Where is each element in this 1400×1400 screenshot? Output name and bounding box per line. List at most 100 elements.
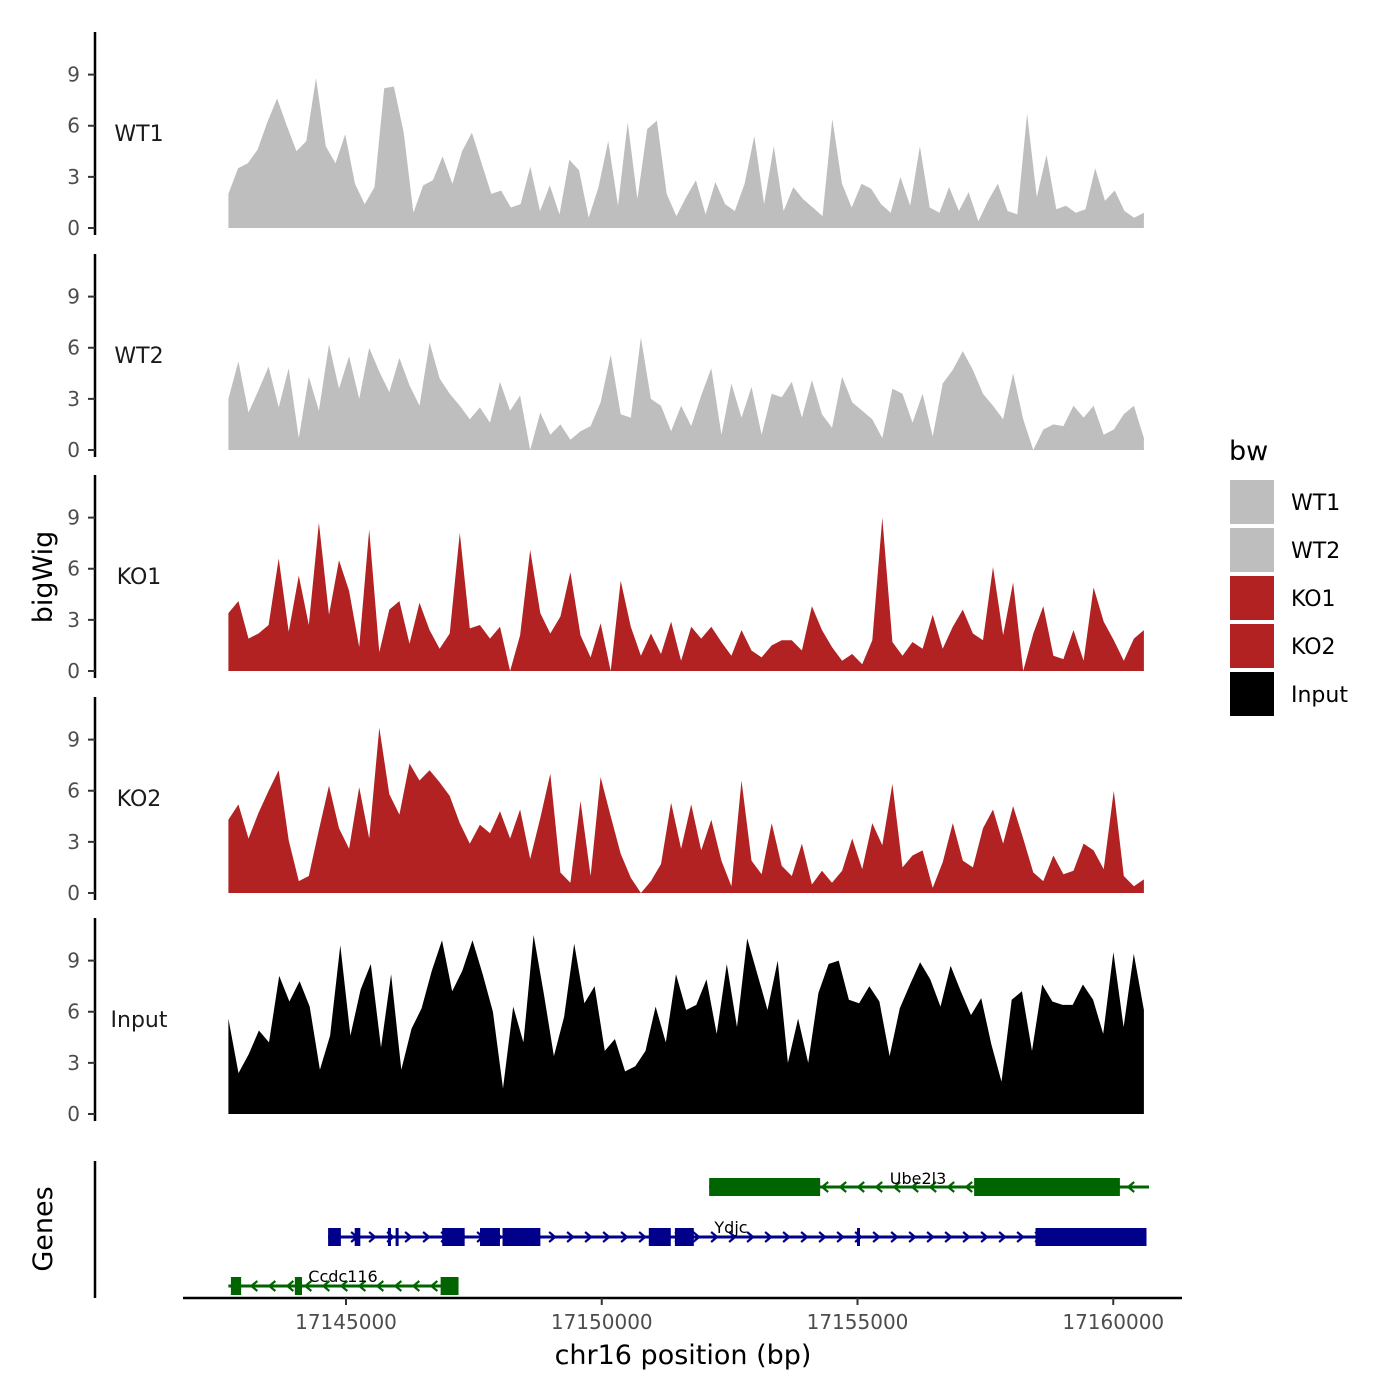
strand-chevron	[874, 1181, 883, 1193]
gene-exon	[395, 1228, 399, 1246]
strand-chevron	[998, 1231, 1007, 1243]
strand-chevron	[928, 1181, 937, 1193]
gene-exon	[648, 1228, 671, 1246]
strand-chevron	[944, 1231, 953, 1243]
x-axis: 17145000 17150000 17155000 17160000	[183, 1296, 1182, 1334]
legend-key-input	[1230, 672, 1274, 716]
strand-chevron	[1016, 1231, 1025, 1243]
strand-chevron	[890, 1231, 899, 1243]
y-tick-label: 0	[67, 216, 80, 240]
strand-chevron	[964, 1181, 973, 1193]
gene-label-ube2l3: Ube2l3	[890, 1169, 947, 1188]
legend-label-wt1: WT1	[1291, 491, 1340, 516]
strand-chevron	[1126, 1181, 1135, 1193]
strand-chevron	[638, 1231, 647, 1243]
legend-key-wt2	[1230, 528, 1274, 572]
strand-chevron	[249, 1280, 259, 1292]
gene-ube2l3: Ube2l3	[709, 1169, 1150, 1196]
y-tick-label: 6	[67, 114, 80, 138]
strand-chevron	[429, 1280, 439, 1292]
track-label-ko2: KO2	[117, 787, 162, 812]
strand-chevron	[962, 1231, 971, 1243]
legend: bw WT1 WT2 KO1 KO2 Input	[1229, 436, 1348, 716]
y-tick-label: 3	[67, 387, 80, 411]
strand-chevron	[710, 1231, 719, 1243]
x-tick-label: 17145000	[295, 1310, 397, 1334]
signal-area-ko1	[228, 517, 1144, 671]
gene-ccdc116: Ccdc116	[228, 1267, 459, 1295]
strand-chevron	[339, 1280, 349, 1292]
legend-label-input: Input	[1291, 683, 1348, 708]
gene-exon	[294, 1277, 303, 1295]
legend-key-ko1	[1230, 576, 1274, 620]
strand-chevron	[764, 1231, 773, 1243]
strand-chevron	[728, 1231, 737, 1243]
track-wt1: 0 3 6 9 WT1	[67, 32, 1144, 240]
gene-exon	[442, 1228, 465, 1246]
legend-label-ko1: KO1	[1291, 587, 1336, 612]
signal-area-ko2	[228, 727, 1144, 893]
y-tick-label: 9	[67, 728, 80, 752]
gene-exon	[440, 1277, 459, 1295]
gene-exon	[709, 1178, 821, 1196]
signal-area-wt1	[228, 78, 1144, 228]
strand-chevron	[946, 1181, 955, 1193]
y-tick-label: 6	[67, 336, 80, 360]
strand-chevron	[980, 1231, 989, 1243]
y-tick-label: 3	[67, 165, 80, 189]
gene-exon	[387, 1228, 392, 1246]
y-tick-label: 0	[67, 438, 80, 462]
strand-chevron	[321, 1280, 331, 1292]
y-tick-label: 3	[67, 830, 80, 854]
track-panels: 0 3 6 9 WT1 0 3 6 9 WT2 0 3 6 9 KO1 0 3 6 9 KO2 0 3 6 9 Input	[67, 32, 1144, 1126]
gene-label-ydjc: Ydjc	[713, 1218, 747, 1237]
strand-chevron	[836, 1231, 845, 1243]
gene-exon	[974, 1178, 1120, 1196]
strand-chevron	[566, 1231, 575, 1243]
x-tick-label: 17160000	[1062, 1310, 1164, 1334]
strand-chevron	[872, 1231, 881, 1243]
strand-chevron	[926, 1231, 935, 1243]
x-axis-title: chr16 position (bp)	[555, 1340, 812, 1371]
strand-chevron	[692, 1231, 701, 1243]
y-tick-label: 6	[67, 557, 80, 581]
strand-chevron	[357, 1280, 367, 1292]
gene-exon	[674, 1228, 694, 1246]
strand-chevron	[267, 1280, 277, 1292]
strand-chevron	[908, 1231, 917, 1243]
y-tick-label: 0	[67, 1102, 80, 1126]
strand-chevron	[422, 1231, 431, 1243]
y-tick-label: 0	[67, 659, 80, 683]
genes-axis-title: Genes	[28, 1186, 59, 1271]
strand-chevron	[892, 1181, 901, 1193]
gene-exon	[502, 1228, 541, 1246]
gene-exon	[480, 1228, 500, 1246]
y-tick-label: 9	[67, 949, 80, 973]
y-tick-label: 0	[67, 881, 80, 905]
strand-chevron	[584, 1231, 593, 1243]
legend-key-wt1	[1230, 480, 1274, 524]
y-tick-label: 9	[67, 506, 80, 530]
y-tick-label: 6	[67, 779, 80, 803]
track-input: 0 3 6 9 Input	[67, 918, 1144, 1126]
signal-area-input	[228, 935, 1144, 1114]
track-label-wt1: WT1	[114, 122, 163, 147]
strand-chevron	[838, 1181, 847, 1193]
strand-chevron	[820, 1181, 829, 1193]
strand-chevron	[404, 1231, 413, 1243]
track-ko1: 0 3 6 9 KO1	[67, 475, 1144, 683]
y-axis-title: bigWig	[28, 531, 59, 624]
strand-chevron	[856, 1181, 865, 1193]
track-label-input: Input	[111, 1008, 168, 1033]
strand-chevron	[368, 1231, 377, 1243]
x-tick-label: 17155000	[807, 1310, 909, 1334]
track-label-ko1: KO1	[117, 565, 162, 590]
track-label-wt2: WT2	[114, 344, 163, 369]
gene-panel: Ube2l3 Ydjc Ccdc116	[93, 1161, 1150, 1298]
legend-label-ko2: KO2	[1291, 635, 1336, 660]
strand-chevron	[910, 1181, 919, 1193]
gene-exon	[328, 1228, 341, 1246]
gene-label-ccdc116: Ccdc116	[308, 1267, 377, 1286]
gene-exon	[856, 1228, 860, 1246]
